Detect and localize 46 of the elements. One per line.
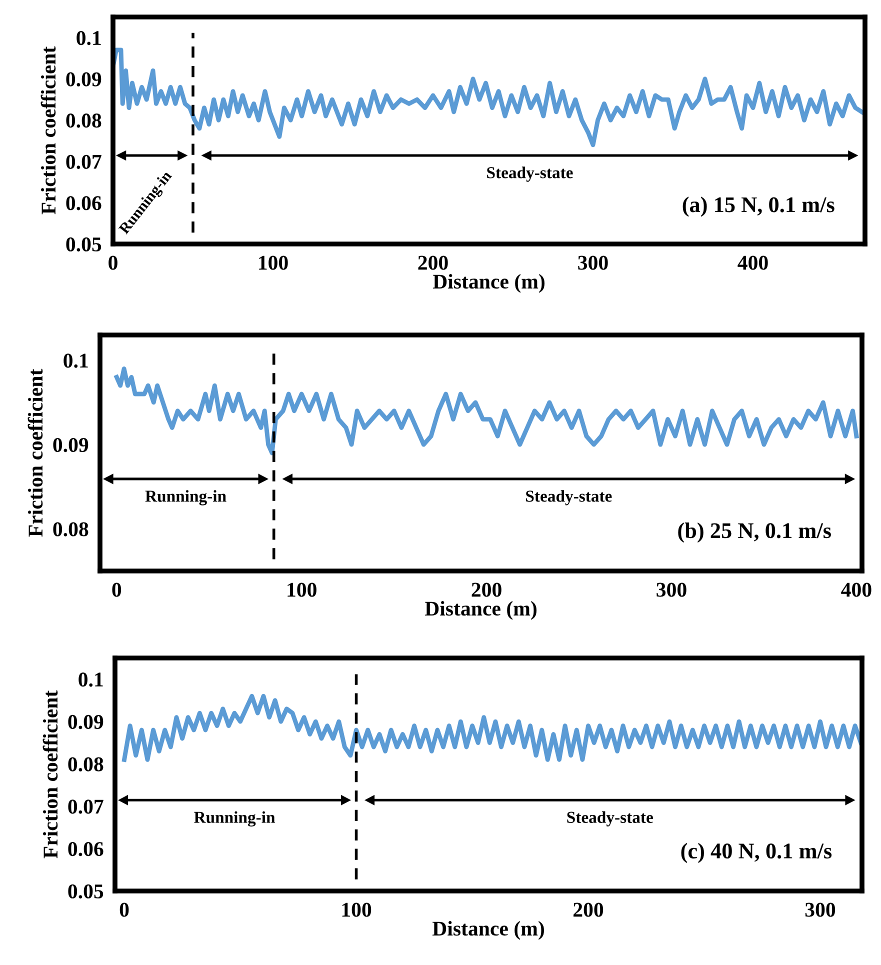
x-axis-title: Distance (m) [432, 274, 544, 293]
y-tick-label: 0.08 [53, 522, 88, 536]
y-tick-label: 0.09 [66, 72, 102, 86]
y-tick-label: 0.1 [64, 354, 88, 368]
y-tick-label: 0.09 [68, 714, 104, 730]
y-axis-title: Friction coefficient [42, 690, 58, 858]
y-tick-label: 0.07 [68, 800, 104, 814]
annotation: (c) 40 N, 0.1 m/s [681, 842, 832, 864]
x-tick-label: 0 [112, 582, 122, 597]
y-tick-label: 0.1 [78, 672, 103, 687]
annotation: (a) 15 N, 0.1 m/s [682, 196, 834, 217]
line-series [122, 694, 862, 762]
annotation: Running-in [145, 490, 226, 506]
y-tick-label: 0.05 [68, 884, 104, 899]
x-tick-label: 200 [418, 256, 448, 270]
x-tick-label: 0 [120, 902, 129, 917]
x-tick-label: 300 [805, 902, 836, 917]
y-tick-label: 0.1 [76, 31, 101, 46]
y-tick-label: 0.08 [66, 114, 102, 128]
x-tick-label: 300 [578, 256, 608, 270]
annotation: (b) 25 N, 0.1 m/s [678, 522, 831, 543]
y-axis-title: Friction coefficient [40, 46, 56, 214]
y-tick-label: 0.07 [66, 154, 102, 169]
x-tick-label: 400 [841, 582, 872, 597]
x-axis-title: Distance (m) [432, 921, 544, 940]
y-tick-label: 0.08 [68, 757, 104, 772]
annotation: Running-in [194, 811, 276, 826]
x-tick-label: 200 [574, 902, 604, 917]
x-tick-label: 100 [342, 902, 372, 917]
y-tick-label: 0.09 [53, 438, 88, 452]
line-series [113, 48, 864, 148]
y-tick-label: 0.06 [68, 842, 104, 856]
x-axis-title: Distance (m) [424, 601, 536, 620]
y-axis-title: Friction coefficient [28, 368, 43, 537]
annotation: Steady-state [487, 166, 573, 182]
x-tick-label: 300 [656, 582, 686, 597]
y-tick-label: 0.05 [66, 237, 102, 252]
x-tick-label: 400 [738, 256, 768, 270]
annotation: Steady-state [526, 490, 612, 506]
y-tick-label: 0.06 [66, 196, 102, 210]
x-tick-label: 0 [108, 256, 118, 270]
annotation: Steady-state [567, 811, 653, 826]
x-tick-label: 100 [259, 256, 288, 270]
line-series [114, 366, 859, 456]
x-tick-label: 200 [472, 582, 502, 597]
x-tick-label: 100 [288, 582, 316, 597]
